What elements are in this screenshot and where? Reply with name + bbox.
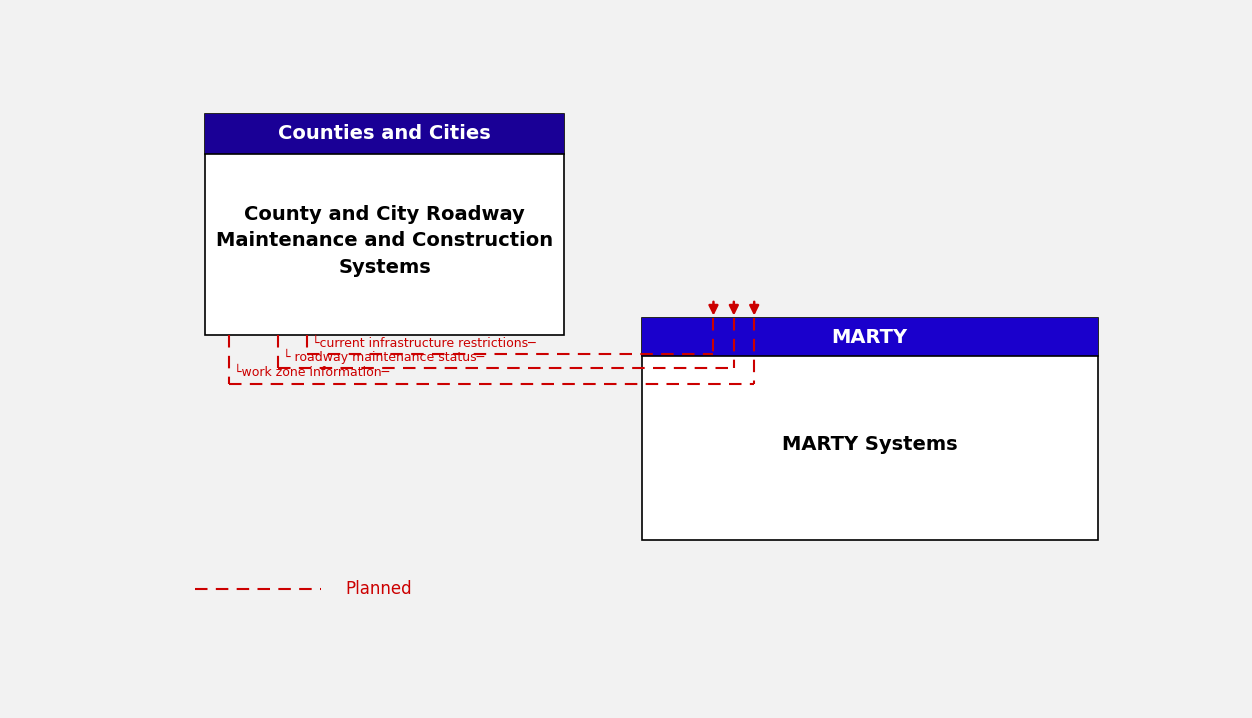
Text: └ roadway maintenance status─: └ roadway maintenance status─ xyxy=(283,348,483,364)
Text: County and City Roadway
Maintenance and Construction
Systems: County and City Roadway Maintenance and … xyxy=(215,205,553,276)
Text: └current infrastructure restrictions─: └current infrastructure restrictions─ xyxy=(312,337,536,350)
Text: MARTY: MARTY xyxy=(831,327,908,347)
Text: Planned: Planned xyxy=(346,580,412,598)
Bar xyxy=(641,318,1098,356)
Text: MARTY Systems: MARTY Systems xyxy=(781,434,958,454)
Bar xyxy=(641,318,1098,539)
Bar xyxy=(205,113,563,335)
Text: └work zone information─: └work zone information─ xyxy=(234,366,389,379)
Bar xyxy=(205,113,563,154)
Text: Counties and Cities: Counties and Cities xyxy=(278,124,491,143)
